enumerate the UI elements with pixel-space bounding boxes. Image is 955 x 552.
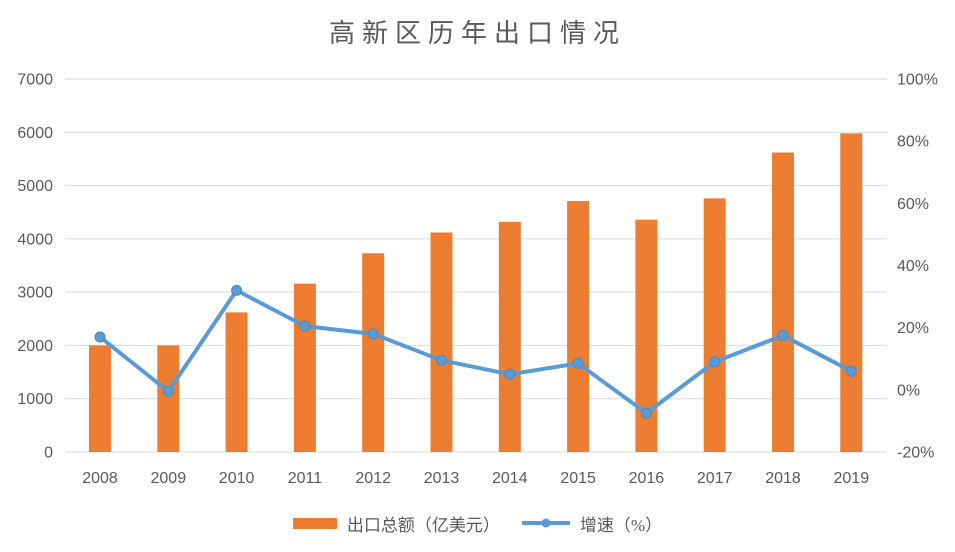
- x-axis-label-2016: 2016: [629, 470, 665, 487]
- legend-line-label: 增速（%）: [579, 515, 663, 535]
- x-axis-label-2018: 2018: [765, 470, 801, 487]
- line-marker-2014: [504, 368, 516, 380]
- legend-line-swatch: [521, 517, 570, 529]
- line-marker-2009: [162, 385, 174, 397]
- left-axis-label-0: 0: [44, 445, 53, 462]
- line-marker-2019: [845, 365, 857, 377]
- line-marker-2011: [299, 320, 311, 332]
- right-axis-label--20: -20%: [897, 445, 934, 462]
- x-axis-label-2017: 2017: [697, 470, 733, 487]
- x-axis-label-2008: 2008: [82, 470, 118, 487]
- line-marker-2018: [777, 329, 789, 341]
- legend: 出口总额（亿美元） 增速（%）: [0, 508, 955, 538]
- bar-2011: [293, 283, 316, 452]
- chart-title: 高新区历年出口情况: [328, 19, 626, 48]
- bar-2010: [225, 312, 248, 452]
- line-marker-2008: [94, 331, 106, 343]
- x-axis-label-2011: 2011: [288, 470, 323, 487]
- bar-2016: [635, 219, 658, 452]
- bar-2019: [840, 133, 863, 452]
- left-axis-label-3000: 3000: [17, 285, 53, 302]
- bar-2015: [567, 201, 590, 452]
- right-axis-label-0: 0%: [897, 382, 920, 399]
- legend-line-marker-dot: [541, 518, 551, 528]
- right-axis-label-40: 40%: [897, 258, 929, 275]
- line-marker-2013: [436, 354, 447, 366]
- bar-2018: [772, 152, 794, 452]
- left-axis-label-4000: 4000: [17, 231, 53, 248]
- left-axis-label-2000: 2000: [17, 338, 53, 355]
- line-marker-2016: [640, 407, 652, 419]
- x-axis-label-2013: 2013: [424, 470, 460, 487]
- growth-line: [98, 288, 854, 416]
- right-axis-label-60: 60%: [897, 196, 929, 213]
- left-axis-label-5000: 5000: [17, 178, 53, 195]
- x-axis-label-2009: 2009: [151, 470, 187, 487]
- bar-2013: [430, 232, 453, 452]
- x-axis-label-2010: 2010: [219, 470, 255, 487]
- legend-bar-swatch: [292, 517, 337, 529]
- x-axis-label-2019: 2019: [834, 470, 870, 487]
- x-axis-label-2015: 2015: [560, 470, 596, 487]
- line-marker-2010: [231, 284, 243, 296]
- left-axis-label-1000: 1000: [17, 391, 53, 408]
- bar-2014: [498, 221, 521, 452]
- x-axis-label-2012: 2012: [355, 470, 391, 487]
- legend-bar-label: 出口总额（亿美元）: [346, 515, 500, 535]
- right-axis-label-80: 80%: [897, 134, 929, 151]
- left-axis-label-7000: 7000: [17, 72, 53, 89]
- line-marker-2017: [709, 356, 721, 368]
- x-axis-label-2014: 2014: [492, 470, 528, 487]
- left-axis-label-6000: 6000: [17, 125, 53, 142]
- bar-2012: [362, 253, 385, 452]
- bar-2008: [89, 345, 111, 452]
- right-axis-label-20: 20%: [897, 320, 929, 337]
- bar-2009: [157, 345, 180, 452]
- line-marker-2015: [572, 357, 584, 369]
- bar-2017: [703, 198, 726, 452]
- line-marker-2012: [367, 328, 379, 340]
- right-axis-label-100: 100%: [897, 72, 938, 89]
